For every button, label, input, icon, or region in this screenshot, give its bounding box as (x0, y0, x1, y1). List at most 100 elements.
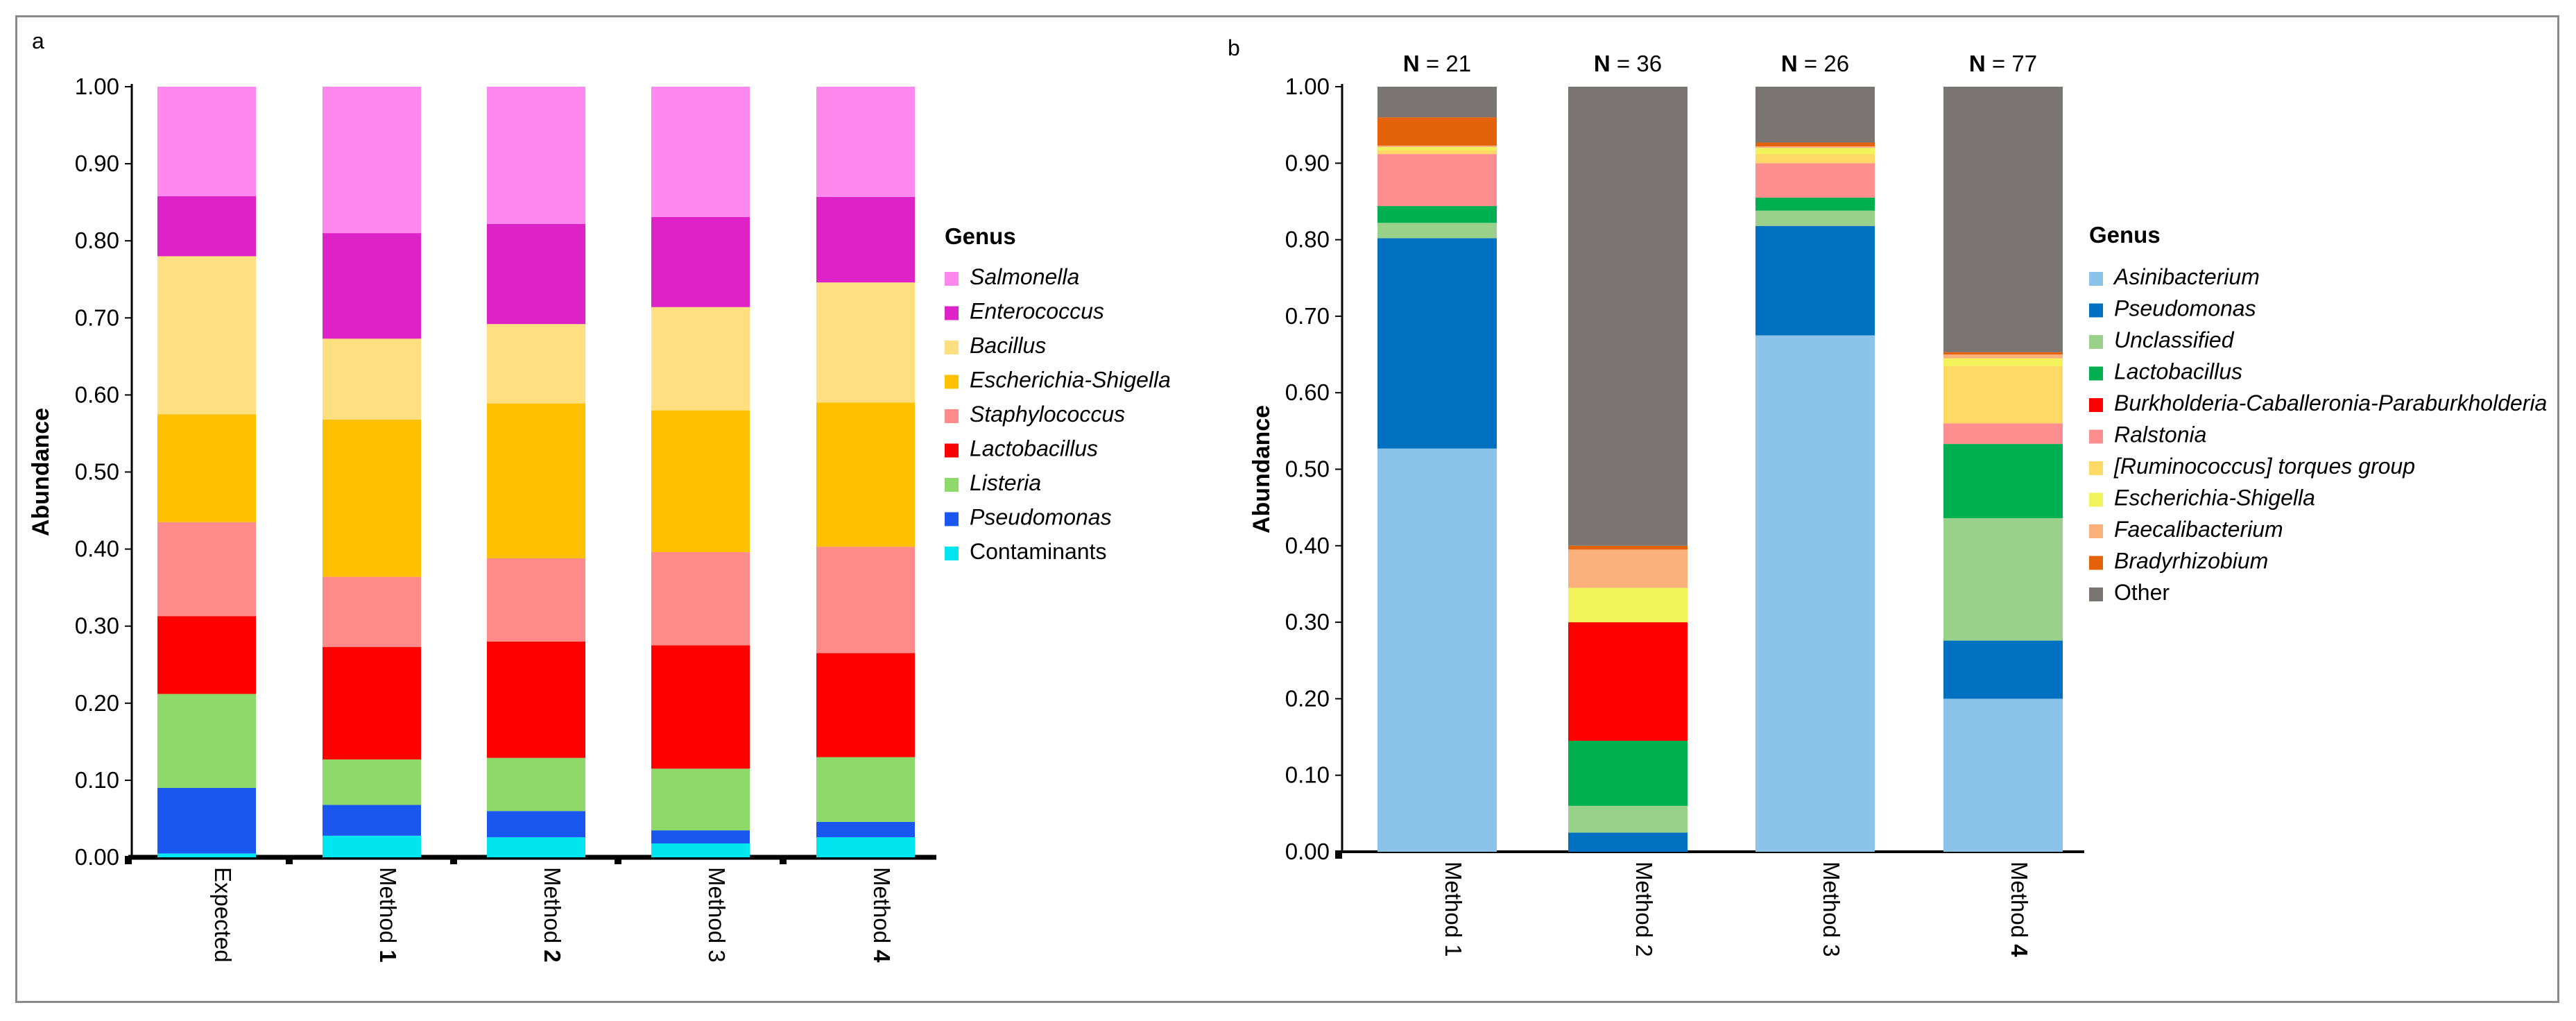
y-tick-label: 0.40 (1285, 533, 1330, 558)
bar-segment-pseudomonas (1943, 640, 2063, 699)
x-category-label: Method 3 (704, 867, 730, 963)
bar-segment-listeria (816, 757, 915, 822)
legend-label: Enterococcus (970, 299, 1104, 324)
bar-segment-lactobacillus (651, 645, 750, 769)
legend-title: Genus (2089, 222, 2161, 248)
bar-segment-salmonella (487, 87, 585, 224)
y-tick-label: 0.30 (75, 613, 119, 639)
bar-segment-enterococcus (487, 223, 585, 325)
bar-segment-unclassified (1755, 210, 1875, 226)
legend-label: Ralstonia (2114, 422, 2206, 447)
bar-segment-contaminants (651, 843, 750, 857)
legend-swatch (945, 341, 959, 354)
bar-segment-asinibacterium (1943, 698, 2063, 852)
bar-segment-faecalibacterium (1377, 145, 1497, 148)
y-tick-label: 0.70 (75, 304, 119, 330)
y-tick-label: 0.60 (75, 381, 119, 407)
bar-segment-staphylococcus (816, 547, 915, 653)
x-axis-tick-mark (125, 856, 132, 864)
y-tick-label: 0.50 (75, 459, 119, 485)
bar-segment-escherichia-shigella (1755, 148, 1875, 155)
bar-segment-bradyrhizobium (1943, 352, 2063, 355)
legend-label: Burkholderia-Caballeronia-Paraburkholder… (2114, 391, 2547, 415)
sample-count-label: N = 36 (1594, 51, 1662, 76)
legend-swatch (2089, 429, 2103, 444)
bar-segment-enterococcus (816, 196, 915, 283)
y-tick-label: 0.80 (1285, 227, 1330, 252)
bar-segment-pseudomonas (157, 788, 256, 854)
bar-segment-escherichia-shigella (323, 419, 421, 577)
legend-label: [Ruminococcus] torques group (2113, 454, 2415, 479)
bar-segment-escherichia-shigella (1943, 358, 2063, 366)
bar-segment-ralstonia (1755, 163, 1875, 198)
y-tick-label: 0.40 (75, 536, 119, 562)
bar-segment-bradyrhizobium (1377, 117, 1497, 146)
bar-segment-other (1943, 87, 2063, 352)
panel-label: b (1228, 35, 1240, 60)
bar-segment-lactobacillus (816, 653, 915, 757)
legend-swatch (2089, 587, 2103, 601)
bar-segment-pseudomonas (1568, 832, 1688, 852)
bar-segment-staphylococcus (323, 576, 421, 647)
legend-swatch (945, 512, 959, 526)
legend-label: Lactobacillus (970, 436, 1098, 461)
bar-segment-lactobacillus (1568, 741, 1688, 806)
legend-swatch (945, 272, 959, 286)
bar-segment-enterococcus (323, 233, 421, 339)
bar-segment-enterococcus (651, 216, 750, 307)
panel-a-chart: a 0.00 0.10 0.20 0.30 0.40 0.50 0.60 0.70 0.80 0.9… (28, 28, 1171, 963)
bar-segment-pseudomonas (323, 805, 421, 836)
legend: Genus Salmonella Enterococcus Bacillus Esche… (945, 223, 1171, 564)
y-axis-title: Abundance (28, 408, 54, 536)
y-tick-label: 0.80 (75, 228, 119, 253)
bar-segment-other (1568, 87, 1688, 546)
x-axis-tick-mark (450, 856, 457, 864)
bar-segment-other (1755, 87, 1875, 143)
bar-segment-burkholderia-caballeronia-paraburkholderia (1568, 622, 1688, 741)
legend-label: Other (2114, 580, 2170, 605)
panel-b-chart: b 0.00 0.10 0.20 0.30 0.40 0.50 0.60 0.70 0.80 0.9… (1228, 35, 2547, 957)
bar-segment-lactobacillus (1755, 197, 1875, 211)
bar-segment-other (1377, 87, 1497, 118)
bar-segment-lactobacillus (487, 641, 585, 758)
y-tick-label: 0.10 (1285, 762, 1330, 788)
bar-segment-ralstonia (1943, 423, 2063, 445)
legend-swatch (2089, 398, 2103, 412)
bar-segment-asinibacterium (1377, 448, 1497, 852)
legend-swatch (2089, 335, 2103, 349)
bar-segment-bacillus (487, 324, 585, 404)
bar-segment-pseudomonas (816, 821, 915, 838)
y-tick-label: 0.90 (1285, 150, 1330, 175)
legend-swatch (945, 478, 959, 492)
bar-segment-asinibacterium (1755, 335, 1875, 852)
bar-segment-escherichia-shigella (1377, 147, 1497, 151)
bar-segment-staphylococcus (651, 552, 750, 646)
x-category-label: Method 2 (1631, 861, 1657, 957)
bar-segment-bacillus (157, 256, 256, 415)
y-tick-label: 0.10 (75, 767, 119, 793)
legend-label: Lactobacillus (2114, 359, 2242, 384)
sample-count-label: N = 26 (1781, 51, 1849, 76)
bar-segment-contaminants (487, 837, 585, 857)
x-category-label: Method 1 (1441, 861, 1466, 957)
legend-swatch (945, 306, 959, 320)
bar-segment-bacillus (651, 307, 750, 411)
y-tick-label: 0.50 (1285, 456, 1330, 482)
bar-segment-ralstonia (1377, 154, 1497, 207)
legend-label: Listeria (970, 470, 1041, 495)
x-category-label: Expected (210, 867, 236, 963)
legend-swatch (945, 443, 959, 458)
sample-count-label: N = 21 (1403, 51, 1471, 76)
bar-segment-contaminants (323, 835, 421, 857)
bar-segment-lactobacillus (157, 616, 256, 694)
legend-label: Escherichia-Shigella (2114, 486, 2315, 510)
y-tick-label: 0.00 (75, 844, 119, 870)
legend-label: Pseudomonas (2114, 296, 2256, 321)
bar-segment-listeria (651, 769, 750, 831)
y-tick-label: 1.00 (1285, 74, 1330, 99)
bar-segment-pseudomonas (1755, 225, 1875, 336)
legend-title: Genus (945, 223, 1016, 249)
legend-swatch (2089, 524, 2103, 538)
bar-segment-escherichia-shigella (1568, 587, 1688, 623)
